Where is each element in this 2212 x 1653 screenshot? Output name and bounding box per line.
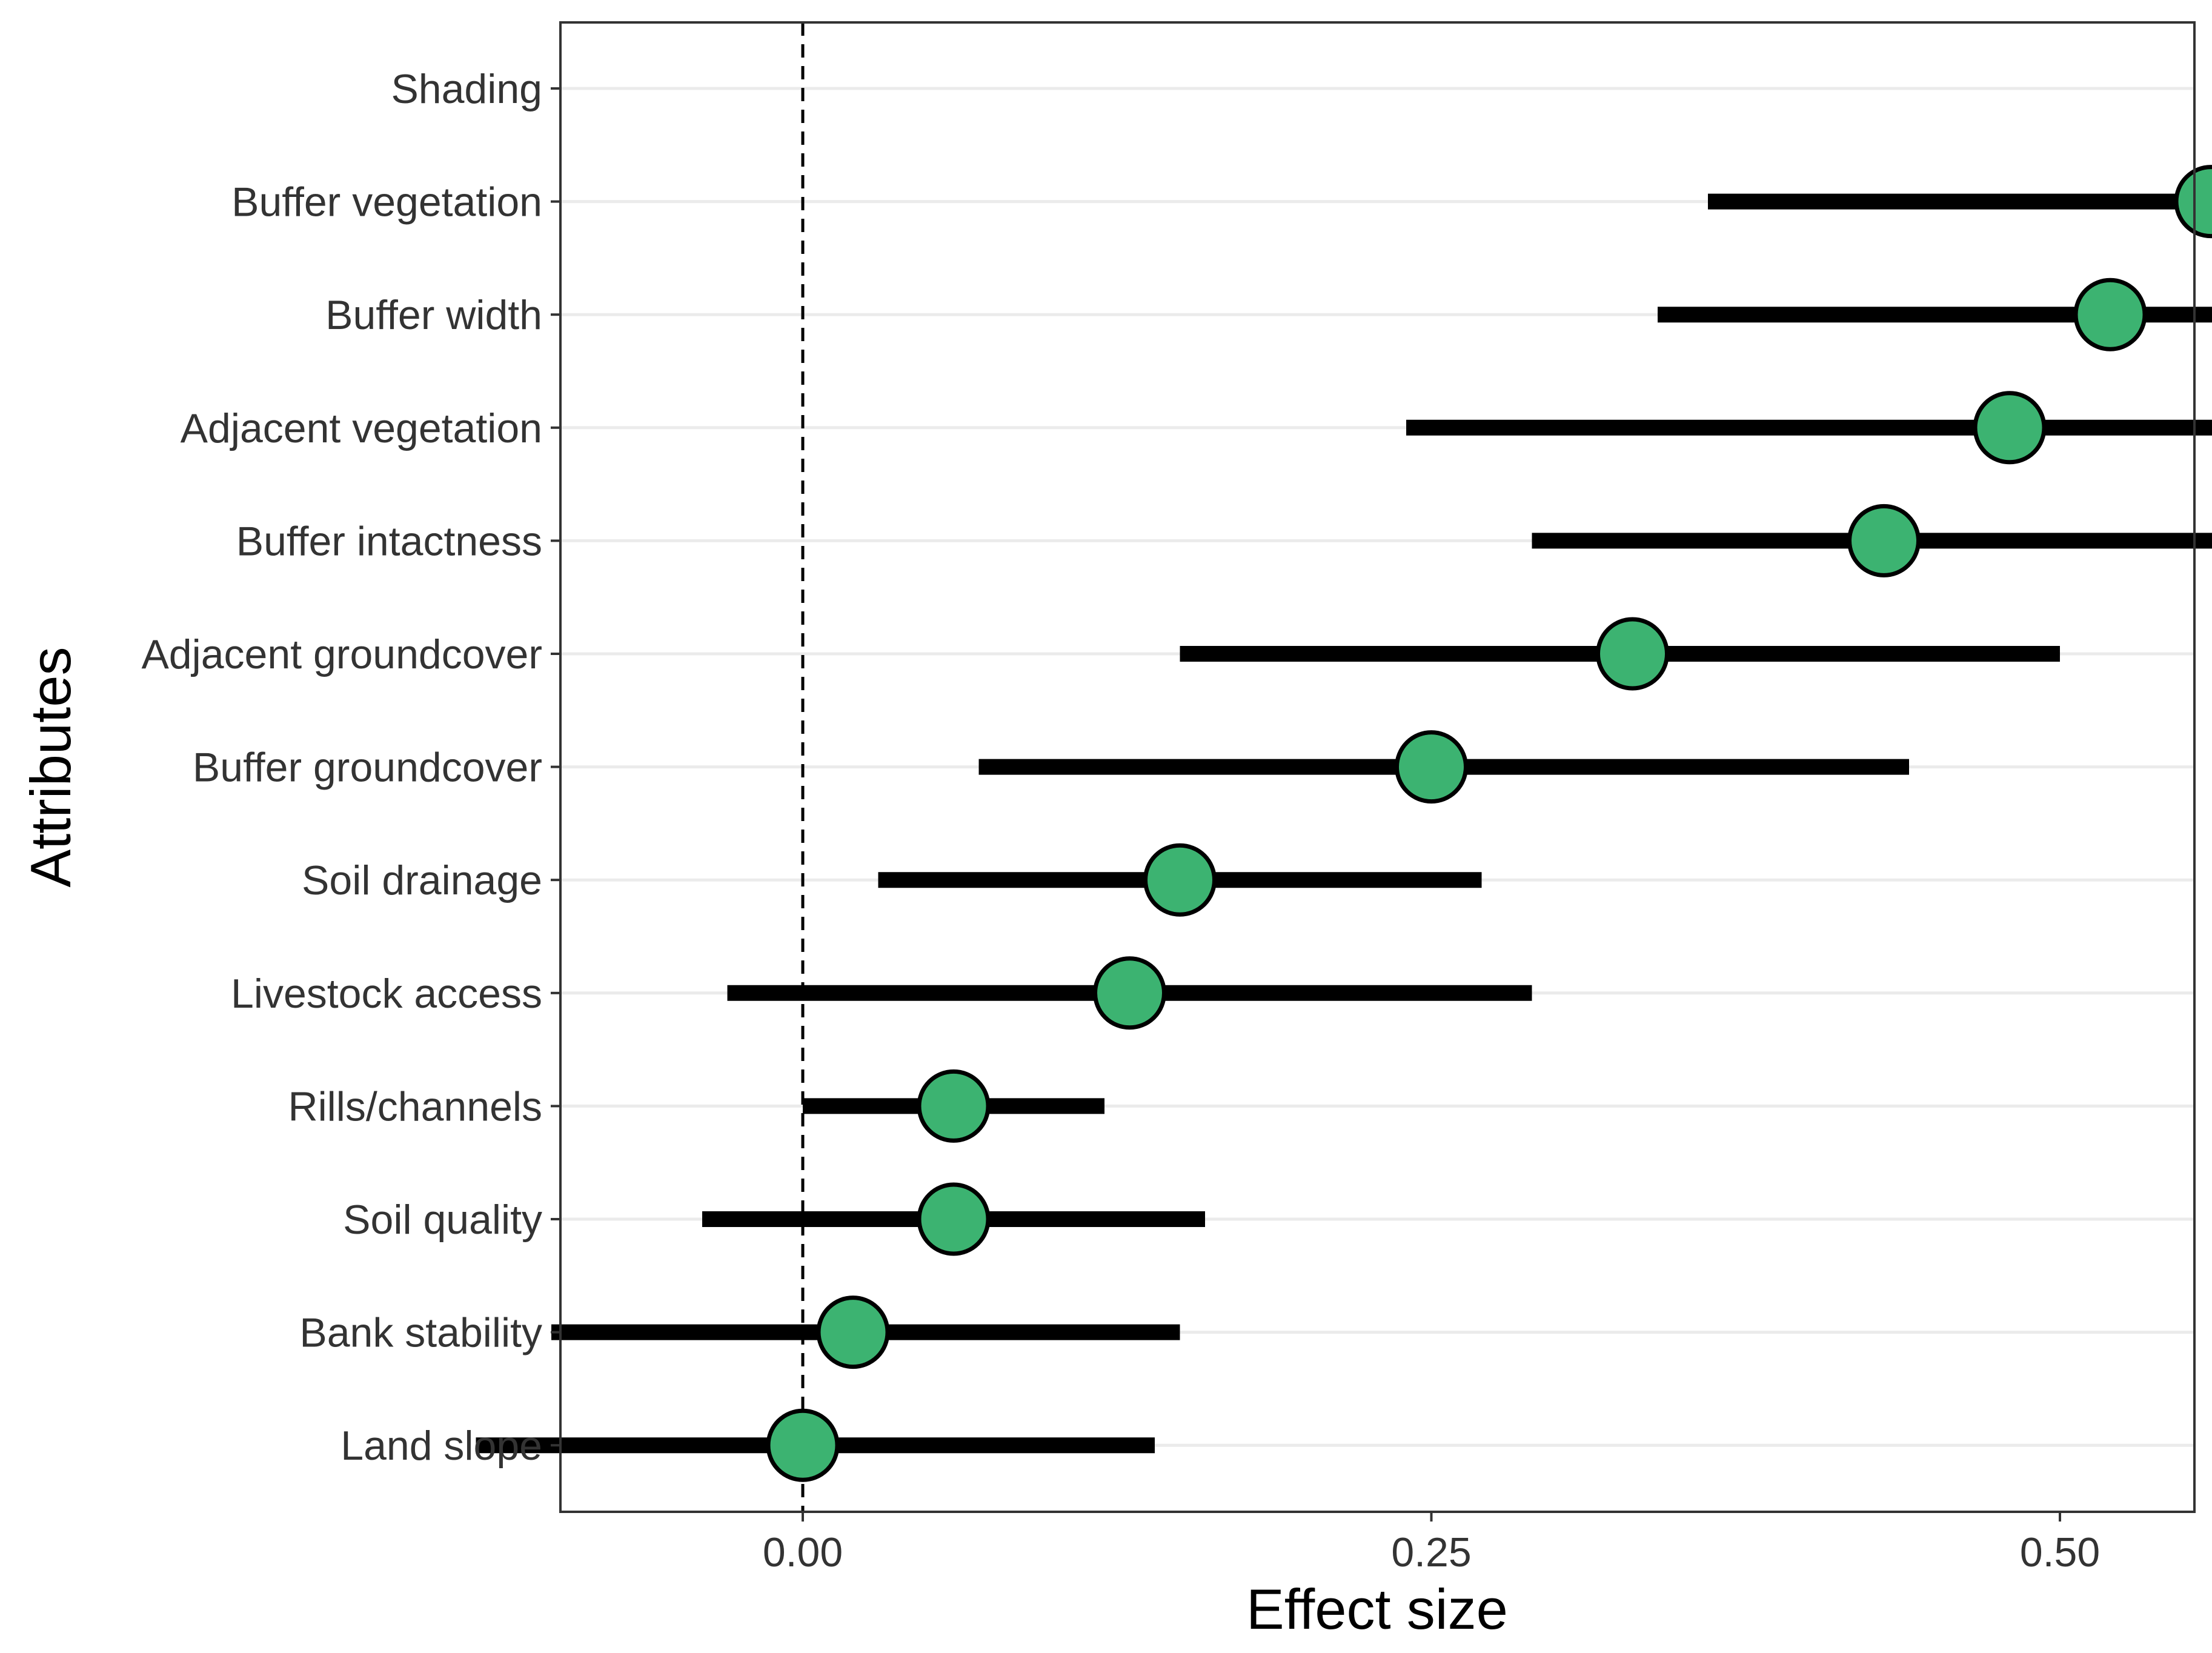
estimate-point [1093, 956, 1166, 1030]
y-tick-label: Adjacent vegetation [181, 405, 542, 451]
y-tick-label: Soil quality [343, 1197, 542, 1243]
estimate-point [1847, 504, 1921, 577]
y-tick-label: Buffer groundcover [193, 745, 542, 791]
y-tick-label: Livestock access [231, 971, 542, 1017]
x-tick-label: 0.25 [1391, 1529, 1471, 1575]
y-tick-label: Shading [391, 66, 542, 112]
estimate-point [1395, 730, 1468, 804]
y-tick-label: Rills/channels [288, 1083, 542, 1129]
x-axis-title: Effect size [1246, 1577, 1508, 1641]
estimate-point [1143, 843, 1217, 917]
y-tick-label: Soil drainage [302, 857, 542, 903]
y-tick-label: Buffer vegetation [231, 179, 542, 225]
estimate-point [816, 1295, 890, 1369]
panel-border [559, 21, 2196, 1513]
estimate-point [1596, 617, 1669, 691]
estimate-point [766, 1408, 840, 1482]
y-axis-title: Attributes [19, 647, 82, 887]
x-tick-label: 0.50 [2020, 1529, 2100, 1575]
estimate-point [2073, 278, 2147, 351]
x-tick-label: 0.00 [763, 1529, 843, 1575]
y-tick-label: Buffer width [325, 292, 542, 338]
estimate-point [917, 1182, 991, 1256]
y-tick-label: Adjacent groundcover [141, 631, 542, 677]
estimate-point [917, 1069, 991, 1143]
estimate-point [1973, 391, 2047, 465]
y-tick-label: Buffer intactness [236, 518, 542, 564]
y-tick-label: Land slope [340, 1423, 542, 1469]
y-tick-label: Bank stability [299, 1310, 542, 1356]
